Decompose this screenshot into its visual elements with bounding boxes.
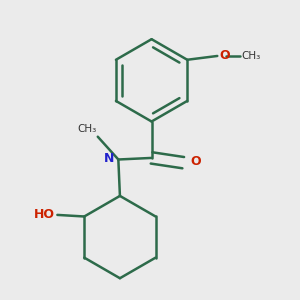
Text: CH₃: CH₃ [77, 124, 96, 134]
Text: N: N [104, 152, 115, 165]
Text: O: O [190, 154, 201, 168]
Text: O: O [219, 49, 230, 62]
Text: CH₃: CH₃ [242, 51, 261, 61]
Text: HO: HO [34, 208, 55, 221]
